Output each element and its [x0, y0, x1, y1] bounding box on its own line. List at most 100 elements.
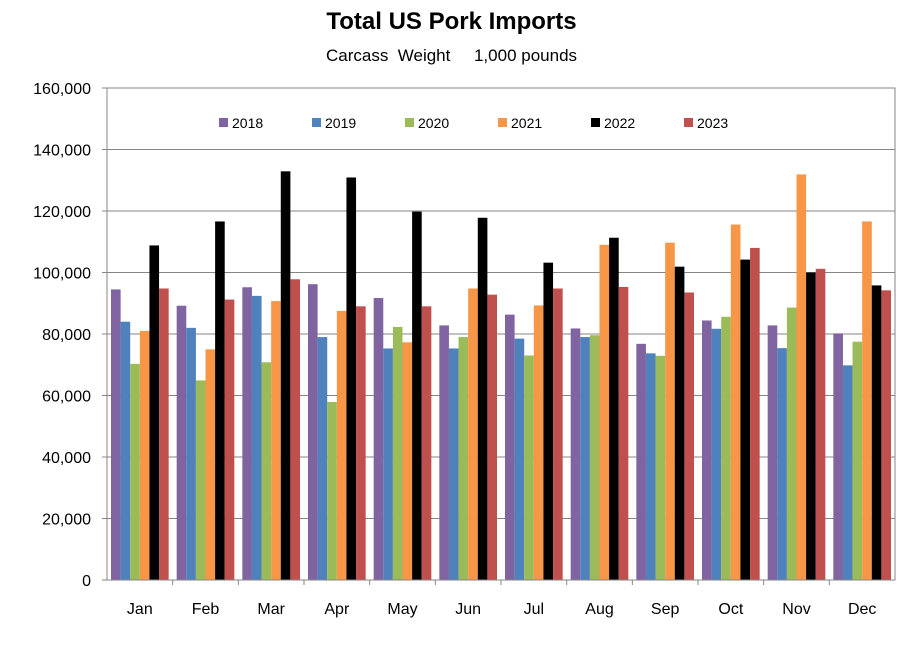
- bar-2019-oct: [711, 328, 722, 580]
- legend-label-2019: 2019: [325, 115, 356, 131]
- bar-2018-oct: [702, 320, 712, 580]
- legend-swatch-2021: [498, 118, 507, 127]
- y-axis-tick-labels: 0 20,000 40,000 60,000 80,000 100,000 120,000 1…: [33, 81, 91, 590]
- bar-2021-jun: [468, 288, 478, 580]
- bar-2021-may: [402, 342, 413, 580]
- bar-2022-jan: [149, 245, 160, 580]
- bar-2019-may: [383, 348, 393, 580]
- x-tick-label: Jan: [127, 601, 153, 618]
- x-tick-label: Nov: [782, 601, 810, 618]
- y-tick-label: 100,000: [33, 266, 91, 283]
- y-tick-label: 80,000: [42, 327, 91, 344]
- bar-2019-apr: [317, 337, 328, 580]
- bar-2023-sep: [684, 292, 694, 580]
- bar-2023-feb: [224, 299, 235, 580]
- bar-2023-jan: [159, 288, 169, 580]
- x-tick-label: Sep: [651, 601, 680, 618]
- legend-swatch-2023: [684, 118, 693, 127]
- chart-subtitle: Carcass Weight 1,000 pounds: [325, 46, 578, 65]
- bar-2023-apr: [356, 306, 366, 580]
- bar-2023-dec: [881, 290, 891, 580]
- bar-2022-jul: [543, 262, 554, 580]
- x-tick-label: Aug: [585, 601, 613, 618]
- bar-2019-mar: [251, 295, 262, 580]
- bar-2020-feb: [195, 380, 206, 580]
- bar-2018-jan: [111, 289, 121, 580]
- bar-2018-dec: [833, 333, 843, 580]
- bar-2018-may: [373, 298, 384, 580]
- bar-2021-jul: [533, 305, 544, 580]
- bar-2022-sep: [674, 266, 685, 580]
- bar-2020-dec: [852, 341, 863, 580]
- y-tick-label: 20,000: [42, 512, 91, 529]
- bar-2023-oct: [750, 247, 760, 580]
- y-tick-label: 0: [82, 573, 91, 590]
- x-tick-label: Feb: [192, 601, 220, 618]
- bar-2020-jun: [458, 337, 469, 580]
- bar-2019-jan: [120, 321, 131, 580]
- y-tick-label: 60,000: [42, 389, 91, 406]
- x-tick-label: May: [387, 601, 417, 618]
- bar-2019-feb: [186, 327, 196, 580]
- bar-2022-dec: [871, 285, 882, 580]
- legend-label-2023: 2023: [697, 115, 728, 131]
- bar-2020-sep: [655, 355, 666, 580]
- bar-2021-aug: [599, 244, 610, 580]
- x-tick-label: Jul: [524, 601, 544, 618]
- bar-2022-oct: [740, 259, 751, 580]
- bar-2022-may: [412, 211, 422, 581]
- bar-2019-aug: [580, 337, 590, 580]
- y-tick-label: 160,000: [33, 81, 91, 98]
- bar-2020-jul: [524, 355, 534, 580]
- bar-2023-aug: [618, 286, 629, 580]
- x-tick-label: Dec: [848, 601, 876, 618]
- bar-2018-jul: [505, 314, 515, 580]
- x-tick-label: Jun: [455, 601, 481, 618]
- chart-title: Total US Pork Imports: [326, 8, 577, 35]
- bar-2019-sep: [645, 353, 656, 580]
- legend-label-2020: 2020: [418, 115, 449, 131]
- bar-2020-apr: [327, 401, 337, 580]
- bar-2019-dec: [842, 365, 853, 580]
- bar-2018-sep: [636, 343, 646, 580]
- bar-2018-apr: [308, 284, 318, 580]
- bar-2021-oct: [730, 224, 741, 580]
- bar-2022-aug: [609, 237, 619, 580]
- bar-2020-jan: [130, 363, 140, 580]
- bar-2021-mar: [271, 301, 281, 580]
- x-tick-label: Apr: [324, 601, 350, 618]
- bar-2018-mar: [242, 287, 252, 580]
- bar-2021-apr: [336, 310, 347, 580]
- bar-2018-feb: [176, 305, 187, 580]
- y-tick-label: 140,000: [33, 143, 91, 160]
- legend-swatch-2018: [219, 118, 228, 127]
- legend-swatch-2022: [591, 118, 600, 127]
- bar-2022-mar: [280, 171, 291, 580]
- bar-2023-mar: [290, 279, 300, 580]
- bar-2018-aug: [570, 328, 581, 580]
- bar-2021-dec: [862, 221, 872, 580]
- bar-2019-nov: [777, 348, 787, 580]
- bar-2021-nov: [796, 174, 807, 580]
- bar-2022-jun: [477, 217, 488, 580]
- x-tick-label: Oct: [718, 601, 743, 618]
- bar-2018-nov: [767, 325, 778, 580]
- legend-label-2022: 2022: [604, 115, 635, 131]
- bar-2021-feb: [205, 349, 216, 580]
- legend-swatch-2020: [405, 118, 414, 127]
- bar-2023-jul: [553, 288, 563, 580]
- x-tick-label: Mar: [257, 601, 285, 618]
- legend-swatch-2019: [312, 118, 321, 127]
- bar-2023-nov: [815, 268, 826, 580]
- bar-2020-oct: [721, 316, 731, 580]
- y-tick-label: 120,000: [33, 204, 91, 221]
- bar-2020-mar: [261, 362, 272, 580]
- bar-2020-nov: [786, 307, 797, 580]
- bar-2021-jan: [139, 330, 150, 580]
- bar-2021-sep: [665, 242, 675, 581]
- bar-2022-apr: [346, 177, 357, 581]
- legend: 2018 2019 2020 2021 2022 2023: [219, 115, 728, 131]
- bars: [111, 171, 891, 581]
- y-tick-label: 40,000: [42, 450, 91, 467]
